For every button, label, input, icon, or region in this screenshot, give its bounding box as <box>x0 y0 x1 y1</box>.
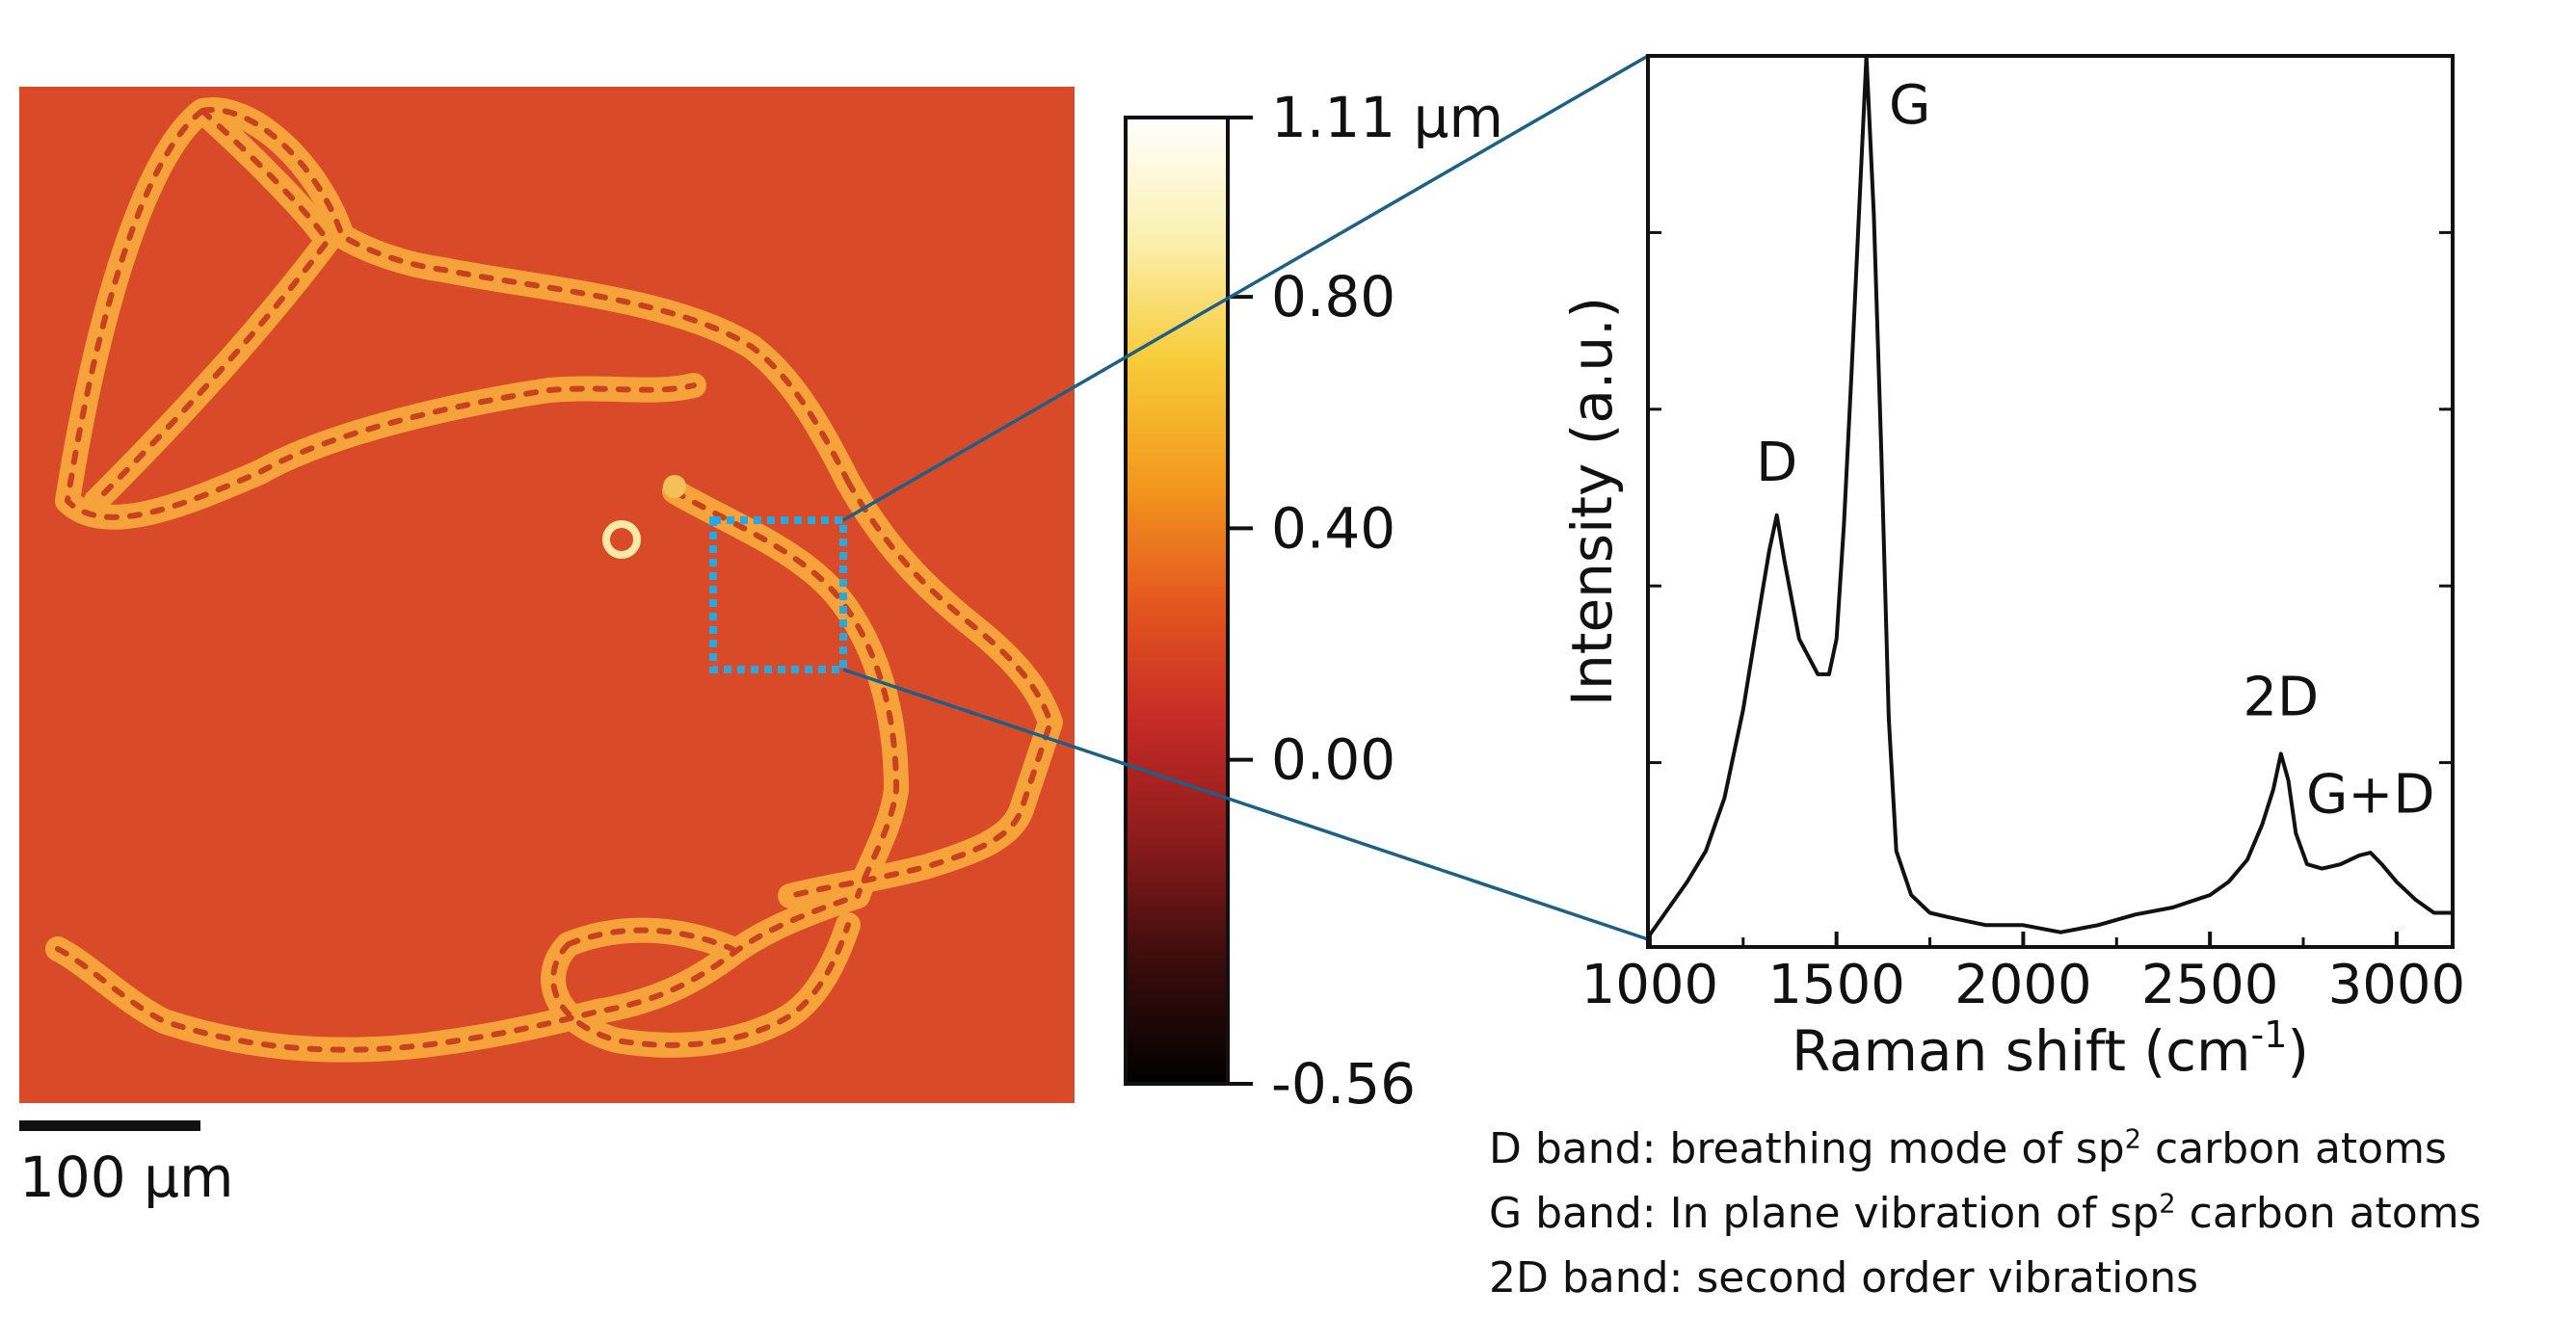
colorbar-tick-label: -0.56 <box>1271 1051 1416 1117</box>
colorbar: 1.11 μm 0.80 0.40 0.00 -0.56 <box>1124 85 1503 1117</box>
x-tick-label: 3000 <box>2328 954 2466 1016</box>
raman-chart: 1000 1500 2000 2500 3000 Raman shift (cm-1) I… <box>1559 54 2466 1084</box>
note-d-band-superscript: 2 <box>2124 1124 2142 1155</box>
note-g-band-suffix: carbon atoms <box>2175 1189 2482 1238</box>
fiber-middle-strand-texture <box>672 488 899 899</box>
note-2d-band: 2D band: second order vibrations <box>1489 1253 2199 1303</box>
scale-bar <box>19 1120 200 1131</box>
peak-label-d: D <box>1756 432 1797 494</box>
note-g-band-superscript: 2 <box>2159 1189 2176 1220</box>
scale-bar-label: 100 μm <box>19 1145 234 1210</box>
colorbar-tick-label: 0.00 <box>1271 727 1395 793</box>
x-tick-label: 2500 <box>2141 954 2279 1016</box>
connector-line <box>842 668 1649 941</box>
colorbar-gradient <box>1124 116 1230 1086</box>
x-axis-label: Raman shift (cm-1) <box>1792 1013 2309 1084</box>
x-tick-label: 2000 <box>1954 954 2092 1016</box>
raman-series <box>1648 54 2454 936</box>
colorbar-tick-label: 1.11 μm <box>1271 85 1503 150</box>
peak-label-gplusd: G+D <box>2306 763 2434 826</box>
fiber-upper-loop-texture <box>65 106 851 520</box>
zoom-connector-lines <box>842 54 1649 941</box>
zoom-region-box <box>709 516 847 673</box>
fiber-network <box>45 97 1063 1063</box>
fiber-tip-blob <box>663 475 686 498</box>
note-g-band: G band: In plane vibration of sp2 carbon… <box>1489 1189 2482 1239</box>
note-d-band: D band: breathing mode of sp2 carbon ato… <box>1489 1124 2447 1174</box>
connector-line <box>842 54 1649 522</box>
note-g-band-text: G band: In plane vibration of sp <box>1489 1189 2160 1238</box>
afm-image-background <box>19 87 1075 1103</box>
raman-labels: Raman shift (cm-1) Intensity (a.u.) D G 2D G+… <box>1559 74 2434 1084</box>
afm-height-map <box>19 87 1075 1103</box>
x-tick-label: 1000 <box>1581 954 1719 1016</box>
colorbar-tick-label: 0.80 <box>1271 264 1395 329</box>
peak-label-2d: 2D <box>2243 666 2319 728</box>
fiber-lower-loop-texture <box>55 893 861 1053</box>
raman-axes: 1000 1500 2000 2500 3000 <box>1581 54 2466 1016</box>
note-d-band-suffix: carbon atoms <box>2141 1124 2447 1173</box>
note-d-band-text: D band: breathing mode of sp <box>1489 1124 2125 1173</box>
raman-spectrum-line <box>1648 54 2453 936</box>
colorbar-tick-label: 0.40 <box>1271 495 1395 561</box>
colorbar-ticks: 1.11 μm 0.80 0.40 0.00 -0.56 <box>1228 85 1503 1117</box>
plot-frame <box>1646 54 2455 949</box>
fiber-right-strand-texture <box>787 479 1053 899</box>
x-tick-label: 1500 <box>1767 954 1905 1016</box>
peak-label-g: G <box>1889 74 1930 137</box>
fiber-curl-end <box>602 520 641 559</box>
y-axis-label: Intensity (a.u.) <box>1559 297 1625 706</box>
